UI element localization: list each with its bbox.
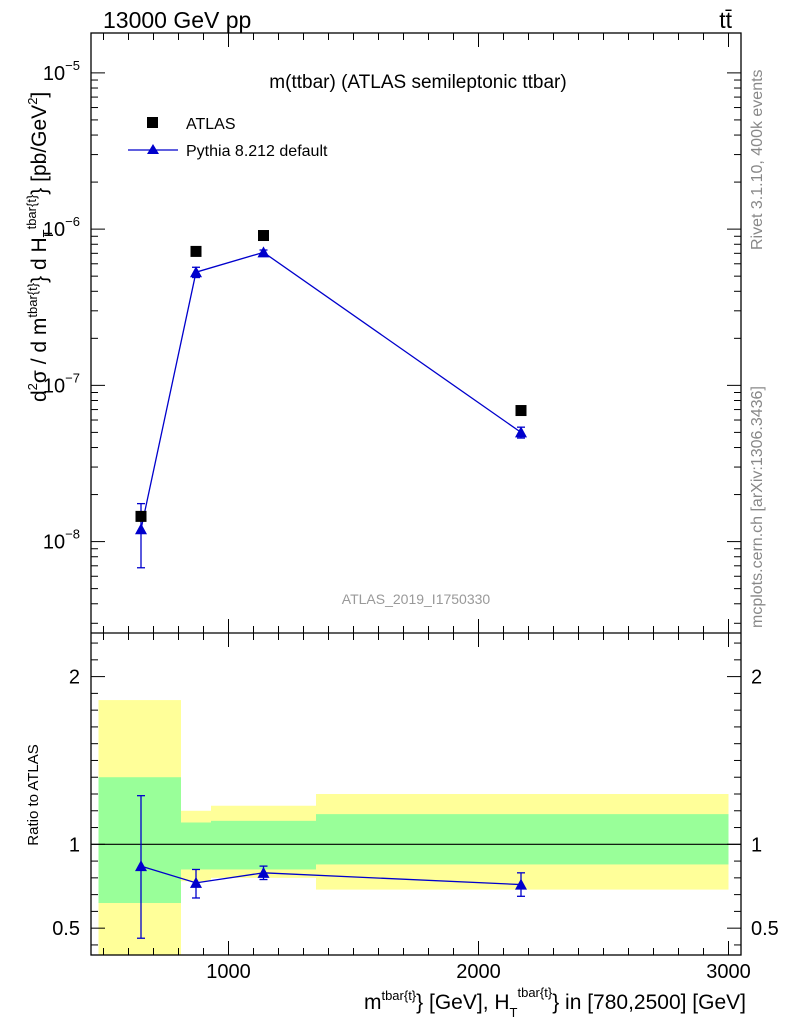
mcplots-label: mcplots.cern.ch [arXiv:1306.3436] [749, 386, 766, 628]
x-axis-label: mtbar{t}} [GeV], HTtbar{t}} in [780,2500… [364, 985, 746, 1020]
plot-axes: 1000 2000 3000 10−8 10−7 10−6 10−5 0.5 0.5 1 1 2 2 [43, 32, 779, 983]
legend-atlas-label: ATLAS [186, 116, 236, 133]
main-y-tick-label: 10−6 [43, 214, 80, 241]
ratio-pythia-line [140, 865, 522, 886]
ratio-uncertainty-bands [91, 700, 741, 955]
header-process-label: tt̄ [719, 7, 732, 33]
pythia-point [190, 266, 202, 278]
pythia-point [135, 523, 147, 535]
rivet-version-label: Rivet 3.1.10, 400k events [749, 69, 766, 250]
ratio-y-tick-label-right: 1 [751, 834, 762, 856]
ratio-pythia-point [190, 876, 202, 888]
main-y-tick-label: 10−7 [43, 370, 80, 397]
main-plot-marks [135, 230, 527, 569]
x-tick-label: 2000 [456, 961, 501, 983]
ratio-y-tick-label-left: 1 [69, 834, 80, 856]
ratio-plot-marks [135, 795, 527, 939]
x-tick-label: 3000 [706, 961, 751, 983]
ratio-pythia-point [257, 866, 270, 878]
atlas-point [258, 230, 269, 242]
legend: ATLAS Pythia 8.212 default [128, 116, 328, 160]
ratio-y-tick-label-left: 0.5 [52, 918, 80, 940]
main-y-axis-label: d2σ / d mtbar{t}} d HTtbar{t}} [pb/GeV2] [24, 92, 55, 402]
pythia-series-line [140, 251, 522, 530]
pythia-point [515, 426, 527, 438]
analysis-label: ATLAS_2019_I1750330 [342, 591, 491, 607]
header-energy-label: 13000 GeV pp [103, 7, 251, 33]
ratio-band-inner-1 [181, 822, 211, 870]
ratio-y-tick-label-right: 0.5 [751, 918, 779, 940]
atlas-point [135, 510, 147, 522]
pythia-point [257, 246, 270, 258]
main-y-tick-label: 10−5 [43, 58, 80, 85]
ratio-pythia-point [135, 860, 147, 872]
ratio-y-axis-label: Ratio to ATLAS [25, 744, 42, 845]
ratio-y-tick-label-left: 2 [69, 667, 80, 689]
legend-pythia-marker [147, 144, 159, 154]
ratio-y-tick-label-right: 2 [751, 667, 762, 689]
plot-frame [90, 32, 742, 956]
ratio-pythia-point [515, 878, 527, 890]
plot-title: m(ttbar) (ATLAS semileptonic ttbar) [269, 72, 566, 93]
legend-atlas-marker [147, 117, 158, 128]
main-y-tick-label: 10−8 [43, 527, 80, 554]
legend-pythia-label: Pythia 8.212 default [186, 143, 328, 160]
ratio-band-inner-0 [98, 777, 181, 904]
atlas-point [190, 245, 202, 257]
ratio-band-inner-2 [211, 820, 316, 870]
ratio-band-inner-3 [316, 814, 729, 865]
x-tick-label: 1000 [206, 961, 251, 983]
atlas-point [515, 405, 527, 417]
